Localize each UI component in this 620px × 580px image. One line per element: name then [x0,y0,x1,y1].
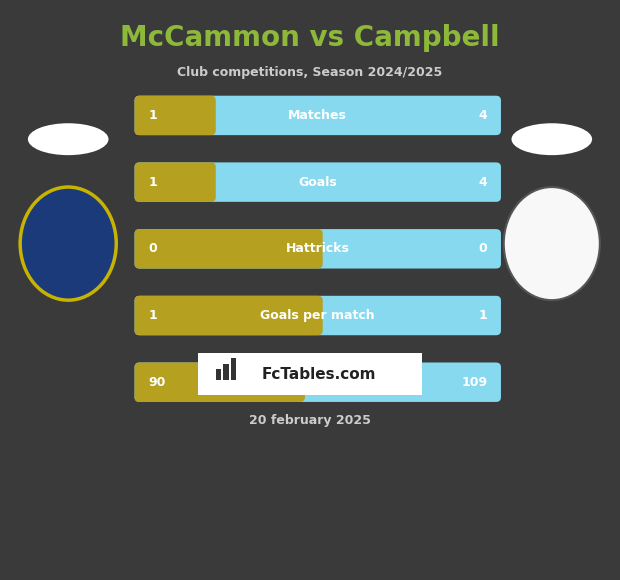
FancyBboxPatch shape [135,296,322,335]
FancyBboxPatch shape [135,162,501,202]
Text: 1: 1 [148,309,157,322]
Text: 0: 0 [479,242,487,255]
FancyBboxPatch shape [216,369,221,380]
Text: 90: 90 [148,376,166,389]
Text: 0: 0 [148,242,157,255]
Text: 4: 4 [479,109,487,122]
FancyBboxPatch shape [135,229,322,269]
Text: McCammon vs Campbell: McCammon vs Campbell [120,24,500,52]
Text: Goals per match: Goals per match [260,309,375,322]
FancyBboxPatch shape [198,353,422,395]
Ellipse shape [28,124,108,155]
FancyBboxPatch shape [135,296,501,335]
Text: 1: 1 [479,309,487,322]
Text: Min per goal: Min per goal [274,376,361,389]
Text: Hattricks: Hattricks [286,242,350,255]
Text: 109: 109 [461,376,487,389]
Text: Matches: Matches [288,109,347,122]
Text: 1: 1 [148,109,157,122]
Ellipse shape [503,187,600,300]
Text: 4: 4 [479,176,487,189]
Ellipse shape [20,187,117,300]
FancyBboxPatch shape [135,162,216,202]
FancyBboxPatch shape [231,358,236,380]
FancyBboxPatch shape [223,364,229,380]
FancyBboxPatch shape [135,229,501,269]
FancyBboxPatch shape [135,96,501,135]
FancyBboxPatch shape [135,96,216,135]
Ellipse shape [512,124,592,155]
Text: FcTables.com: FcTables.com [262,367,376,382]
FancyBboxPatch shape [135,362,501,402]
FancyBboxPatch shape [135,362,305,402]
Text: Club competitions, Season 2024/2025: Club competitions, Season 2024/2025 [177,66,443,79]
Text: 20 february 2025: 20 february 2025 [249,414,371,427]
Text: Goals: Goals [298,176,337,189]
Text: 1: 1 [148,176,157,189]
